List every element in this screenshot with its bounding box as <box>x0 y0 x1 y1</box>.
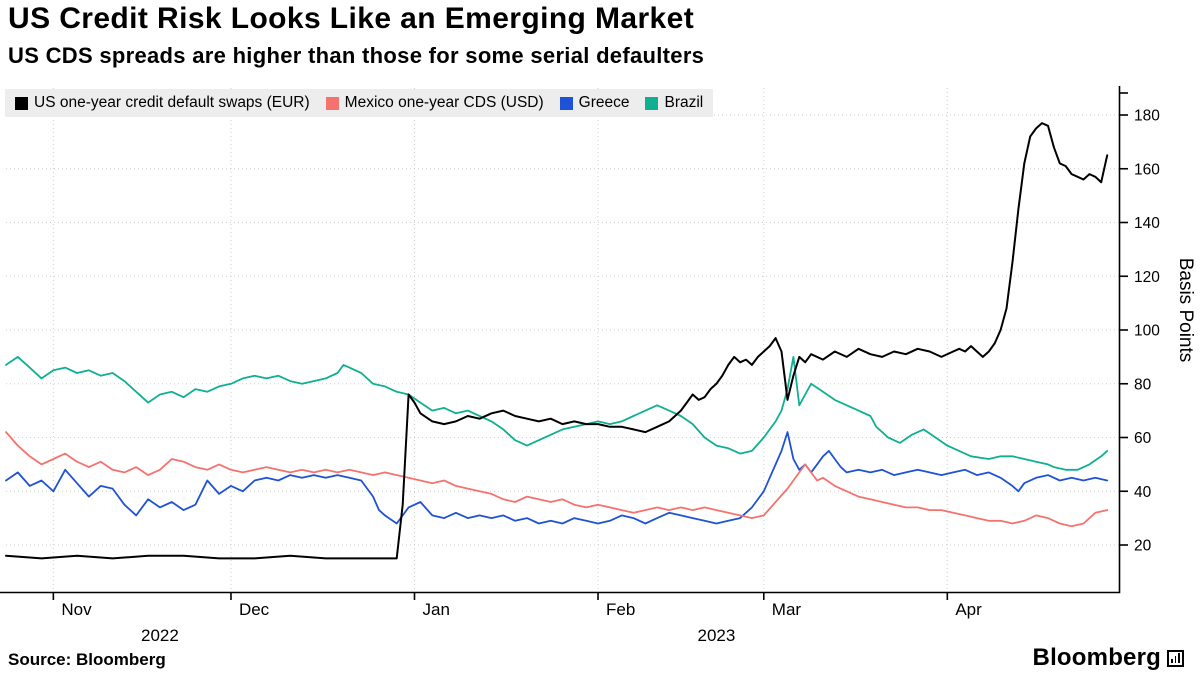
mexico-series-label: Mexico one-year CDS (USD) <box>344 94 544 111</box>
svg-text:Apr: Apr <box>955 600 982 619</box>
us-series-label: US one-year credit default swaps (EUR) <box>34 94 310 111</box>
svg-text:20: 20 <box>1134 538 1152 555</box>
legend: US one-year credit default swaps (EUR) M… <box>5 89 714 117</box>
svg-text:2023: 2023 <box>698 626 736 645</box>
svg-text:Mar: Mar <box>772 600 802 619</box>
page-title: US Credit Risk Looks Like an Emerging Ma… <box>8 2 695 35</box>
svg-text:160: 160 <box>1134 161 1160 178</box>
svg-text:100: 100 <box>1134 323 1160 340</box>
svg-text:Feb: Feb <box>606 600 635 619</box>
greece-series-swatch-icon <box>559 96 573 110</box>
legend-item-brazil: Brazil <box>645 94 703 112</box>
svg-text:Nov: Nov <box>61 600 92 619</box>
svg-text:40: 40 <box>1134 484 1152 501</box>
svg-text:180: 180 <box>1134 108 1160 125</box>
svg-text:Jan: Jan <box>422 600 449 619</box>
bloomberg-wordmark: Bloomberg <box>1032 644 1161 671</box>
us-series-swatch-icon <box>15 96 28 110</box>
bloomberg-logo: Bloomberg <box>1033 644 1184 672</box>
source-attribution: Source: Bloomberg <box>8 650 166 669</box>
bloomberg-terminal-icon <box>1167 649 1184 667</box>
brazil-series-label: Brazil <box>664 94 704 111</box>
legend-item-us: US one-year credit default swaps (EUR) <box>15 94 310 112</box>
svg-text:2022: 2022 <box>141 626 179 645</box>
mexico-series-swatch-icon <box>325 96 339 110</box>
svg-text:140: 140 <box>1134 215 1160 232</box>
svg-text:80: 80 <box>1134 376 1152 393</box>
page-subtitle: US CDS spreads are higher than those for… <box>8 43 705 68</box>
brazil-series-swatch-icon <box>645 96 659 110</box>
legend-item-greece: Greece <box>559 94 630 112</box>
greece-series-label: Greece <box>578 94 630 111</box>
svg-text:Dec: Dec <box>239 600 270 619</box>
svg-text:120: 120 <box>1134 269 1160 286</box>
svg-text:Basis Points: Basis Points <box>1175 258 1196 363</box>
legend-item-mexico: Mexico one-year CDS (USD) <box>325 94 544 112</box>
svg-text:60: 60 <box>1134 430 1152 447</box>
